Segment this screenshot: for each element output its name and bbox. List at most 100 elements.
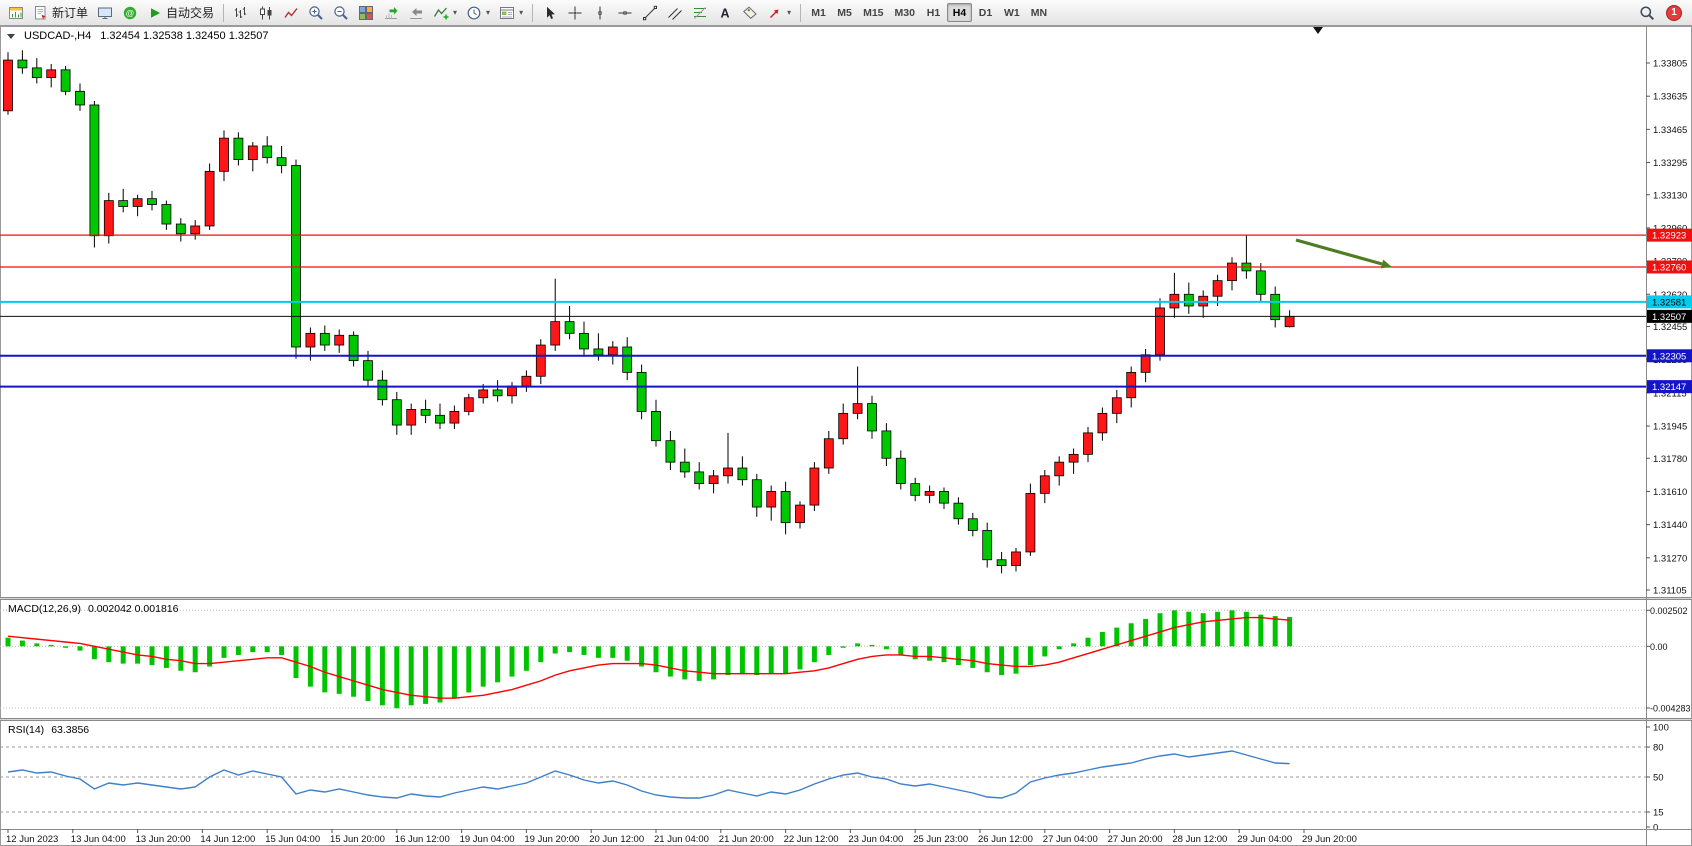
timeframe-button-mn[interactable]: MN — [1030, 6, 1048, 19]
text-button[interactable]: A — [713, 2, 737, 24]
price-badge — [1647, 349, 1692, 363]
splitter-main-macd[interactable] — [0, 597, 1692, 600]
crosshair-icon — [567, 5, 583, 21]
equidistant-channel-button[interactable] — [663, 2, 687, 24]
svg-text:12 Jun 2023: 12 Jun 2023 — [6, 834, 58, 845]
rsi-line — [7, 750, 1290, 799]
svg-text:1.31945: 1.31945 — [1653, 422, 1687, 433]
notifications-badge[interactable]: 1 — [1666, 4, 1682, 21]
chart-collapse-arrow-icon[interactable] — [7, 33, 15, 39]
svg-text:15 Jun 20:00: 15 Jun 20:00 — [330, 834, 385, 845]
rsi-panel — [0, 746, 1646, 813]
terminal-button[interactable] — [93, 2, 117, 24]
auto-scroll-button[interactable] — [379, 2, 403, 24]
timeframe-button-h4[interactable]: H4 — [946, 3, 972, 22]
clock-icon — [466, 5, 482, 21]
cursor-button[interactable] — [538, 2, 562, 24]
indicators-button[interactable]: ▾ — [429, 2, 461, 24]
time-axis[interactable]: 12 Jun 2023 13 Jun 04:00 13 Jun 20:00 14 Ju… — [0, 829, 1692, 845]
autoscroll-icon — [383, 5, 399, 21]
play-icon — [147, 5, 163, 21]
svg-text:15 Jun 04:00: 15 Jun 04:00 — [265, 834, 320, 845]
arrow-annotation[interactable] — [1295, 238, 1392, 269]
svg-text:1.32507: 1.32507 — [1652, 312, 1686, 323]
macd-signal-line — [7, 616, 1290, 699]
toolbar-separator — [532, 3, 534, 22]
svg-text:1.33130: 1.33130 — [1653, 190, 1687, 201]
tile-icon — [358, 5, 374, 21]
zoom-out-button[interactable] — [329, 2, 353, 24]
svg-text:20 Jun 12:00: 20 Jun 12:00 — [589, 834, 644, 845]
candles-icon — [258, 5, 274, 21]
horizontal-line-button[interactable] — [613, 2, 637, 24]
linechart-icon — [283, 5, 299, 21]
trendline-button[interactable] — [638, 2, 662, 24]
svg-text:16 Jun 12:00: 16 Jun 12:00 — [395, 834, 450, 845]
svg-text:15: 15 — [1653, 808, 1664, 819]
timeframe-button-h1[interactable]: H1 — [926, 6, 941, 19]
svg-text:1.31270: 1.31270 — [1653, 553, 1687, 564]
timeframe-button-w1[interactable]: W1 — [1003, 6, 1020, 19]
templates-button[interactable]: ▾ — [495, 2, 527, 24]
vertical-line-button[interactable] — [588, 2, 612, 24]
timeframe-button-m30[interactable]: M30 — [894, 6, 915, 19]
svg-text:26 Jun 12:00: 26 Jun 12:00 — [978, 834, 1033, 845]
tile-windows-button[interactable] — [354, 2, 378, 24]
autotrading-button[interactable]: 自动交易 — [143, 2, 218, 24]
channel-icon — [667, 5, 683, 21]
timeframe-button-m15[interactable]: M15 — [863, 6, 884, 19]
svg-text:1.31610: 1.31610 — [1653, 487, 1687, 498]
crosshair-button[interactable] — [563, 2, 587, 24]
svg-text:1.31105: 1.31105 — [1653, 586, 1687, 597]
svg-text:28 Jun 12:00: 28 Jun 12:00 — [1172, 834, 1227, 845]
price-axis[interactable]: 1.33805 1.33635 1.33465 1.33295 1.33130 1.329… — [1646, 26, 1692, 846]
candlestick-chart-button[interactable] — [254, 2, 278, 24]
svg-text:1.33465: 1.33465 — [1653, 125, 1687, 136]
splitter-macd-rsi[interactable] — [0, 718, 1692, 721]
search-button[interactable] — [1635, 2, 1659, 24]
periods-button[interactable]: ▾ — [462, 2, 494, 24]
svg-text:1.32305: 1.32305 — [1652, 351, 1686, 362]
cursor-icon — [542, 5, 558, 21]
toolbar-separator — [800, 3, 802, 22]
price-badge — [1647, 295, 1692, 309]
terminal-icon — [97, 5, 113, 21]
price-badge — [1647, 380, 1692, 394]
bar-chart-button[interactable] — [229, 2, 253, 24]
svg-text:27 Jun 04:00: 27 Jun 04:00 — [1043, 834, 1098, 845]
macd-title: MACD(12,26,9) — [8, 603, 81, 615]
toolbar-right-group: 1 — [1635, 2, 1688, 24]
svg-text:1.33295: 1.33295 — [1653, 158, 1687, 169]
macd-indicator-label: MACD(12,26,9) 0.002042 0.001816 — [8, 603, 178, 615]
time-scale-marker — [1313, 27, 1323, 34]
timeframe-button-d1[interactable]: D1 — [978, 6, 993, 19]
fibonacci-button[interactable] — [688, 2, 712, 24]
timeframe-button-m5[interactable]: M5 — [837, 6, 852, 19]
price-badge — [1647, 260, 1692, 274]
svg-text:1.33635: 1.33635 — [1653, 92, 1687, 103]
search-icon — [1639, 5, 1655, 21]
text-icon: A — [717, 5, 733, 21]
svg-text:25 Jun 23:00: 25 Jun 23:00 — [913, 834, 968, 845]
line-chart-button[interactable] — [279, 2, 303, 24]
svg-text:-0.004283: -0.004283 — [1650, 703, 1691, 713]
zoom-in-button[interactable] — [304, 2, 328, 24]
chart-canvas[interactable]: 1.33805 1.33635 1.33465 1.33295 1.33130 1.329… — [0, 26, 1692, 846]
community-icon: @ — [122, 5, 138, 21]
arrows-button[interactable]: ▾ — [763, 2, 795, 24]
chart-shift-button[interactable] — [404, 2, 428, 24]
svg-text:13 Jun 04:00: 13 Jun 04:00 — [71, 834, 126, 845]
svg-text:29 Jun 04:00: 29 Jun 04:00 — [1237, 834, 1292, 845]
svg-text:@: @ — [126, 7, 135, 17]
horizontal-line-objects[interactable] — [0, 234, 1646, 388]
svg-text:1.32760: 1.32760 — [1652, 262, 1686, 273]
new-order-button[interactable]: 新订单 — [29, 2, 92, 24]
price-badge — [1647, 228, 1692, 242]
chart-title: USDCAD-,H4 1.32454 1.32538 1.32450 1.325… — [7, 30, 268, 42]
svg-text:1.32115: 1.32115 — [1653, 388, 1687, 399]
text-label-button[interactable] — [738, 2, 762, 24]
community-button[interactable]: @ — [118, 2, 142, 24]
timeframe-button-m1[interactable]: M1 — [811, 6, 826, 19]
svg-text:1.32923: 1.32923 — [1652, 231, 1686, 242]
new-chart-button[interactable] — [4, 2, 28, 24]
